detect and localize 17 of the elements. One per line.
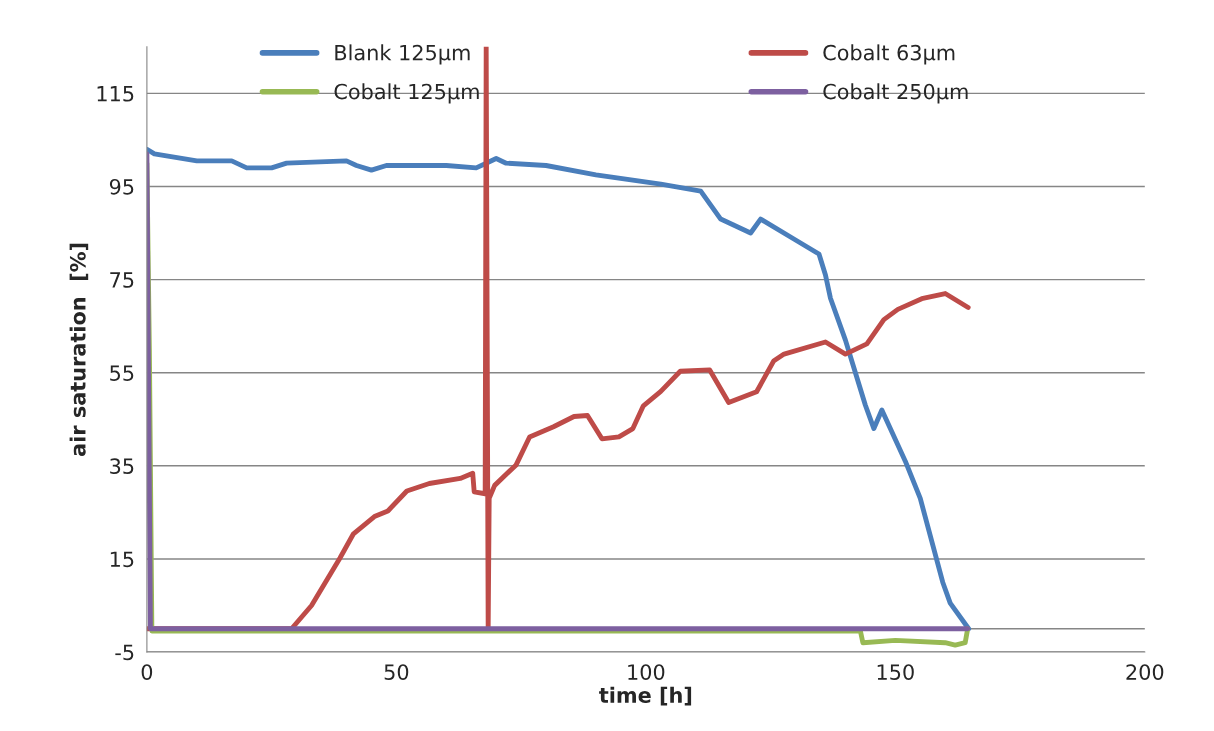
- y-tick-label: 95: [109, 178, 134, 195]
- legend-label: Blank 125µm: [335, 44, 470, 65]
- y-tick-label: 75: [110, 272, 134, 288]
- y-tick-label: 55: [110, 365, 134, 381]
- y-tick-label: -5: [115, 644, 134, 661]
- y-tick-label: 115: [97, 86, 134, 102]
- line-series: [146, 46, 971, 632]
- y-tick-label: 35: [110, 458, 134, 475]
- x-axis-title: time [h]: [599, 686, 692, 706]
- y-tick-label: 15: [110, 551, 134, 568]
- x-tick-label: 50: [384, 664, 409, 680]
- x-tick-label: 200: [1126, 664, 1164, 680]
- legend-label: Cobalt 63µm: [823, 44, 955, 65]
- x-tick-label: 0: [141, 664, 153, 680]
- x-tick-label: 100: [628, 664, 665, 680]
- y-axis-title: air saturation [%]: [69, 243, 89, 457]
- x-tick-label: 150: [877, 664, 914, 680]
